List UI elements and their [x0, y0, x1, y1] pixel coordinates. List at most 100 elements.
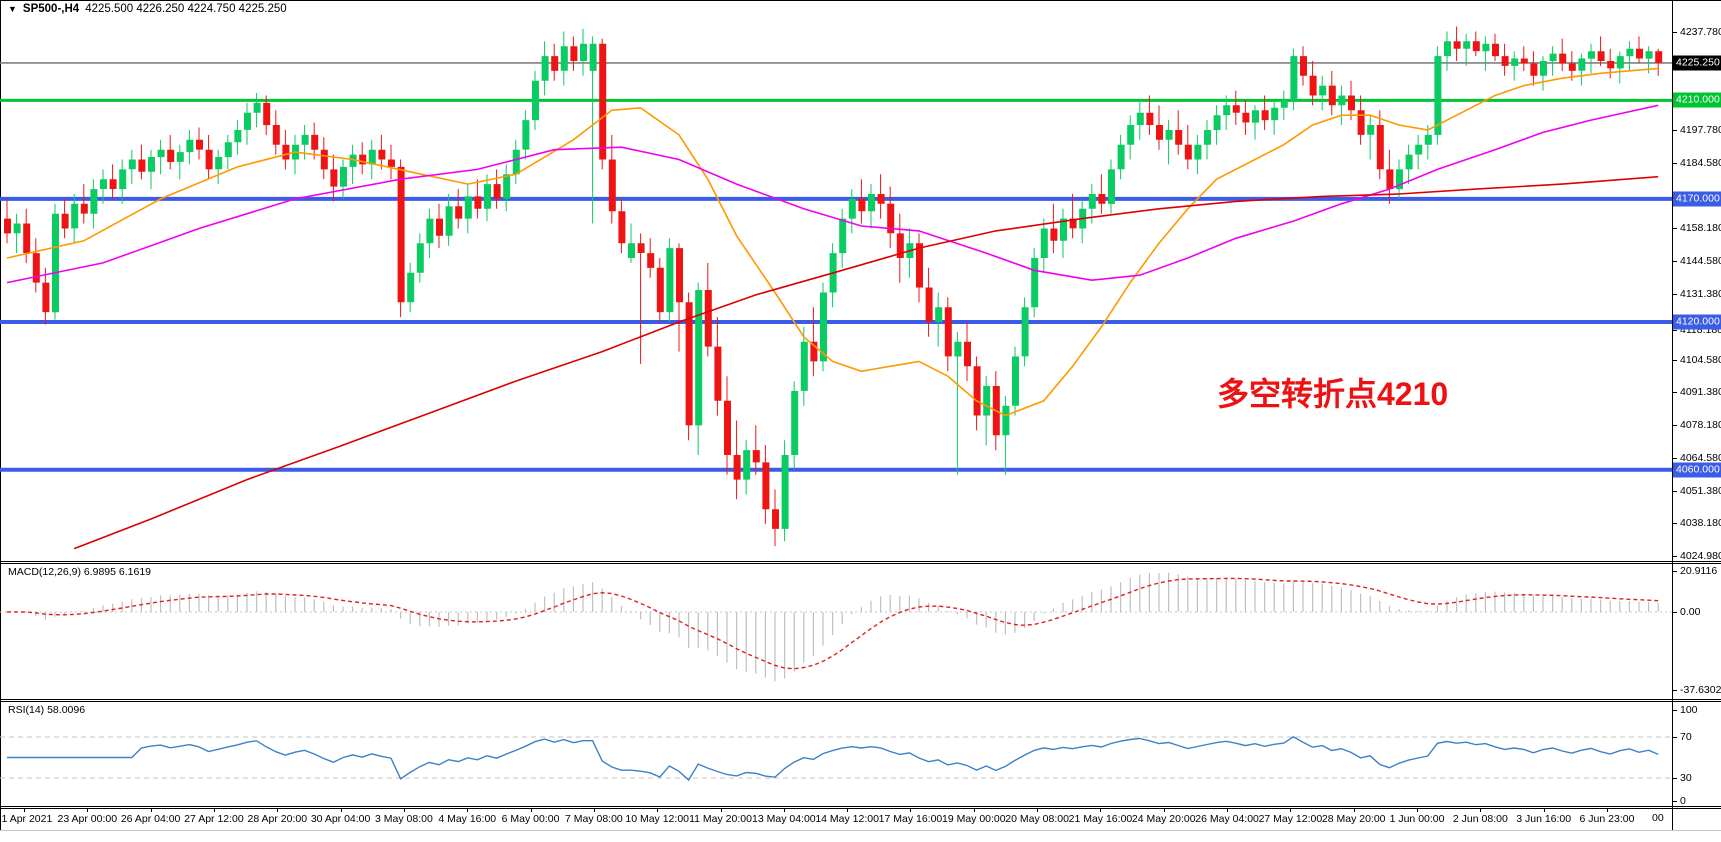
time-axis-label: 26 May 04:00 [1195, 813, 1259, 825]
price-axis-separator[interactable] [1672, 0, 1673, 830]
axis-tick [1672, 359, 1677, 361]
time-axis-label: 27 Apr 12:00 [184, 813, 244, 825]
time-tick [467, 808, 469, 812]
rsi-axis-label: 30 [1680, 772, 1692, 784]
axis-tick [1672, 778, 1677, 779]
time-tick [1037, 808, 1039, 812]
price-axis-label: 4237.780 [1680, 26, 1721, 38]
axis-tick [1672, 490, 1677, 492]
symbol-period-label: SP500-,H4 [22, 3, 80, 15]
bullish-candles [13, 41, 1653, 529]
time-axis-label: 24 May 20:00 [1131, 813, 1196, 825]
time-tick [1480, 808, 1482, 812]
time-tick [783, 808, 785, 812]
time-axis-label: 21 May 16:00 [1068, 813, 1133, 825]
price-axis-label: 4197.780 [1680, 124, 1721, 137]
price-axis-box-4170.000: 4170.000 [1673, 191, 1721, 207]
time-tick [1227, 808, 1229, 812]
time-axis-label: 19 May 00:00 [941, 813, 1006, 825]
price-axis-label: 4104.580 [1680, 353, 1721, 366]
time-axis-label: 30 Apr 04:00 [310, 813, 371, 825]
axis-tick [1672, 330, 1677, 332]
time-tick [87, 808, 89, 812]
price-axis-label: 4144.580 [1680, 255, 1721, 268]
time-tick [213, 808, 215, 812]
rsi-label: RSI(14) 58.0096 [8, 704, 86, 716]
axis-tick [1672, 612, 1677, 613]
ohlc-values: 4225.500 4226.250 4224.750 4225.250 [85, 3, 287, 15]
ma-slow-red [73, 175, 1659, 550]
time-axis-label: 28 Apr 20:00 [247, 813, 308, 825]
time-axis-label: 10 May 12:00 [625, 813, 690, 825]
time-axis-label: 21 Apr 2021 [0, 813, 53, 825]
time-axis-label: 6 May 00:00 [501, 813, 560, 825]
axis-tick [1672, 32, 1677, 33]
time-axis-fragment: 00 [1652, 812, 1664, 824]
price-axis[interactable]: 4237.780 4197.780 4184.580 4158.180 4144.580… [1672, 0, 1721, 808]
text-annotation: 多空转折点4210 [1217, 376, 1449, 412]
time-axis-label: 28 May 20:00 [1321, 813, 1386, 825]
time-axis-label: 3 May 08:00 [375, 813, 433, 825]
price-axis-label: 4078.180 [1680, 418, 1721, 431]
main-panel-bottom-border [0, 561, 1721, 562]
rsi-axis-label: 100 [1680, 704, 1698, 716]
time-axis-label: 17 May 16:00 [878, 813, 943, 825]
time-tick [1290, 808, 1292, 812]
macd-panel-top-border [0, 563, 1721, 564]
rsi-panel-bottom-border [0, 806, 1721, 807]
symbol-dropdown-icon[interactable]: ▼ [8, 3, 17, 14]
time-tick [1417, 808, 1419, 812]
price-axis-label: 4091.380 [1680, 386, 1721, 399]
time-tick [277, 808, 279, 812]
price-axis-box-4225.250: 4225.250 [1673, 55, 1721, 71]
axis-tick [1672, 555, 1677, 557]
price-axis-box-4120.000: 4120.000 [1673, 314, 1721, 330]
time-axis-label: 3 Jun 16:00 [1516, 813, 1572, 825]
axis-tick [1672, 690, 1677, 691]
time-tick [1100, 808, 1102, 812]
rsi-axis-label: 70 [1680, 731, 1692, 743]
axis-tick [1672, 162, 1677, 164]
axis-tick [1672, 130, 1677, 132]
macd-signal-line [6, 577, 1659, 670]
time-axis-label: 23 Apr 00:00 [57, 813, 118, 825]
macd-axis-label: 0.00 [1680, 606, 1701, 618]
time-tick [340, 808, 342, 812]
bottom-gray-line [0, 830, 1721, 831]
time-axis-label: 27 May 12:00 [1258, 813, 1323, 825]
axis-tick [1672, 228, 1677, 229]
time-tick [403, 808, 405, 812]
axis-tick [1672, 710, 1677, 711]
ma-mid-magenta [6, 104, 1659, 284]
ma-fast-orange [6, 67, 1659, 417]
time-tick [657, 808, 659, 812]
axis-tick [1672, 261, 1677, 263]
time-axis-label: 20 May 08:00 [1005, 813, 1069, 825]
axis-tick [1672, 571, 1677, 572]
time-tick [973, 808, 975, 812]
axis-tick [1672, 458, 1677, 460]
time-axis-label: 11 May 20:00 [689, 813, 752, 825]
time-axis-label: 14 May 12:00 [815, 813, 879, 825]
window-top-border [0, 0, 1721, 1]
axis-tick [1672, 523, 1677, 525]
axis-tick [1672, 392, 1677, 394]
macd-histogram [16, 572, 1659, 682]
macd-axis-label: 20.9116 [1680, 565, 1718, 577]
time-tick [1607, 808, 1608, 812]
time-tick [150, 808, 152, 812]
time-tick [1353, 808, 1355, 812]
price-axis-label: 4064.580 [1680, 452, 1721, 465]
axis-tick [1672, 801, 1677, 802]
price-axis-label: 4131.380 [1680, 287, 1721, 300]
price-axis-label: 4184.580 [1680, 156, 1721, 169]
time-axis-label: 13 May 04:00 [752, 813, 816, 825]
macd-axis-label: -37.6302 [1680, 684, 1721, 696]
time-tick [847, 808, 849, 812]
axis-tick [1672, 424, 1677, 426]
chart-title: ▼ SP500-,H4 4225.500 4226.250 4224.750 4… [8, 3, 287, 15]
time-axis-label: 6 Jun 23:00 [1579, 813, 1635, 825]
time-axis[interactable]: 21 Apr 2021 23 Apr 00:00 26 Apr 04:00 27 Ap… [0, 808, 1672, 832]
